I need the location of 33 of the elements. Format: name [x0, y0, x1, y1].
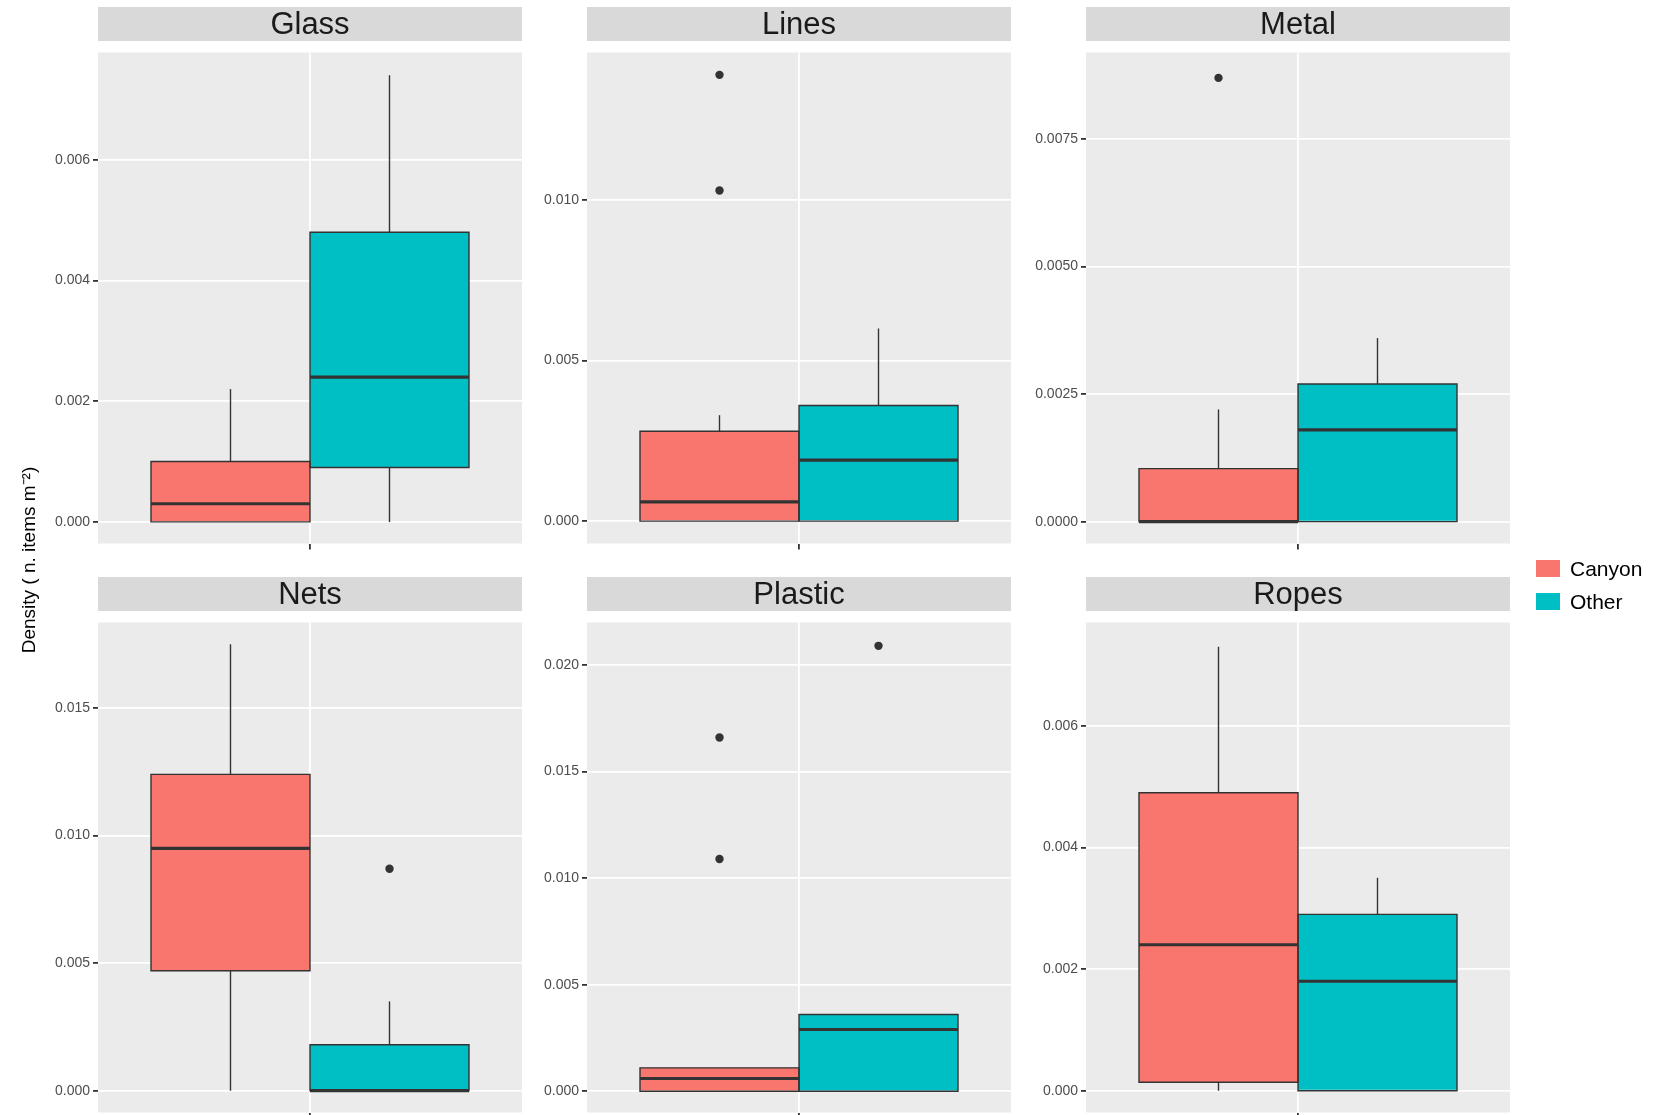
y-tick-label: 0.010	[543, 869, 580, 886]
y-tick-label: 0.006	[1042, 716, 1079, 733]
y-tick-label: 0.015	[543, 762, 580, 779]
y-tick-label: 0.0050	[1035, 257, 1079, 274]
y-tick-label: 0.004	[1042, 838, 1079, 855]
y-tick-label: 0.0025	[1035, 385, 1079, 402]
y-tick-label: 0.000	[543, 511, 580, 528]
y-tick-label: 0.020	[543, 655, 580, 672]
y-tick-label: 0.002	[54, 392, 91, 409]
y-tick-label: 0.010	[54, 826, 91, 843]
y-tick-label: 0.015	[54, 698, 91, 715]
y-tick-label: 0.0075	[1035, 129, 1079, 146]
y-tick-label: 0.002	[1042, 959, 1079, 976]
y-tick-label: 0.006	[54, 150, 91, 167]
y-tick-label: 0.005	[543, 351, 580, 368]
y-tick-label: 0.000	[1042, 1081, 1079, 1098]
y-axis-title: Density ( n. items m⁻²)	[17, 466, 40, 654]
legend-label: Other	[1570, 589, 1623, 614]
legend-label: Canyon	[1570, 556, 1643, 581]
y-tick-label: 0.004	[54, 271, 91, 288]
chart-title: Ropes	[1086, 576, 1510, 611]
chart-title: Glass	[98, 6, 522, 41]
y-tick-label: 0.000	[54, 1081, 91, 1098]
y-tick-label: 0.010	[543, 190, 580, 207]
y-tick-label: 0.005	[54, 954, 91, 970]
y-tick-label: 0.0000	[1035, 512, 1079, 529]
y-tick-label: 0.000	[54, 512, 91, 529]
chart-title: Plastic	[587, 576, 1011, 611]
y-tick-label: 0.000	[543, 1082, 580, 1099]
chart-title: Nets	[98, 576, 522, 611]
y-tick-label: 0.005	[543, 975, 580, 992]
chart-title: Metal	[1086, 6, 1510, 41]
chart-title: Lines	[587, 6, 1011, 41]
